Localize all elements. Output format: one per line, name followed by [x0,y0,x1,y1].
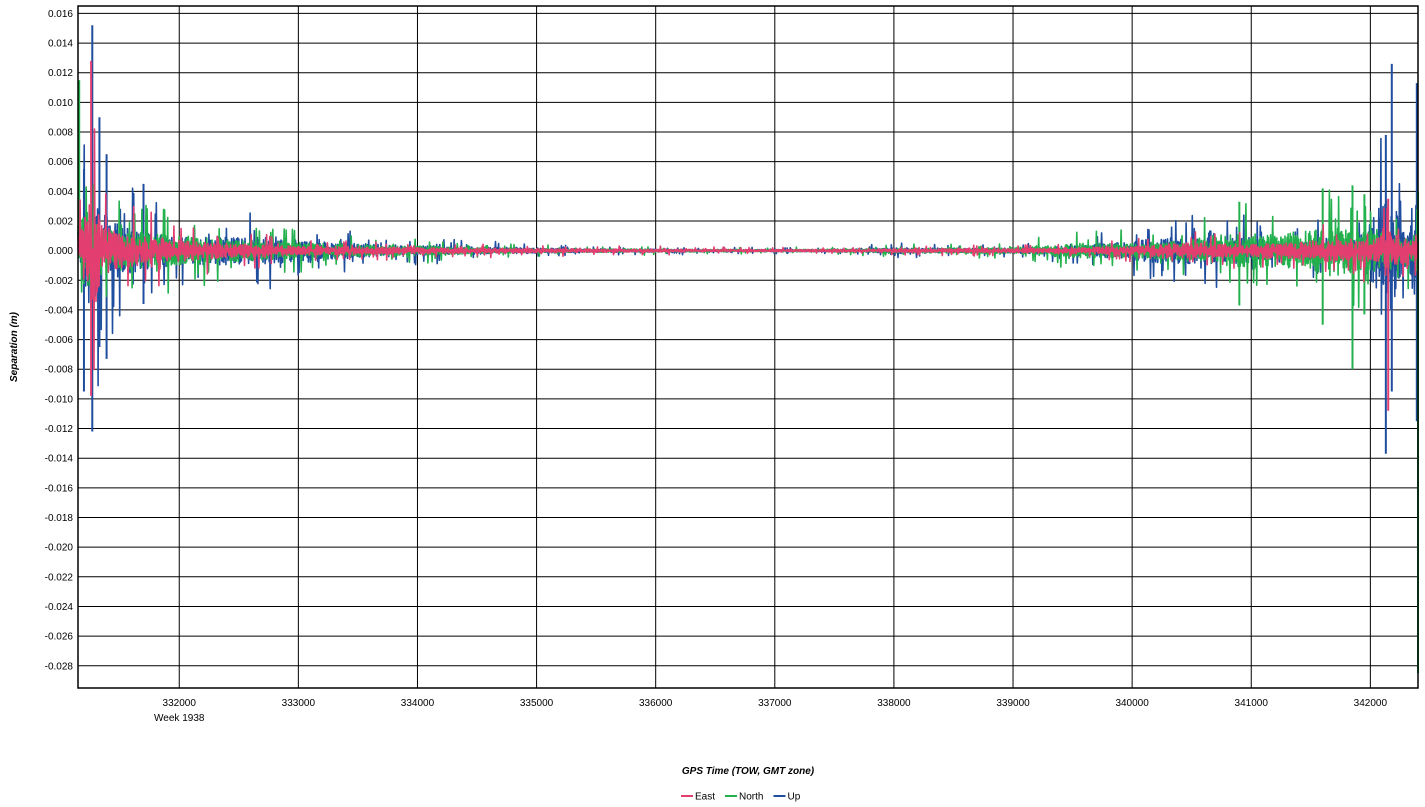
x-tick-label: 340000 [1115,698,1149,709]
y-tick-label: 0.000 [48,246,73,257]
y-tick-label: -0.002 [45,276,74,287]
y-tick-label: -0.006 [45,335,74,346]
legend-item-east: East [681,792,715,803]
series-trace [77,128,1419,371]
y-tick-label: -0.028 [45,661,74,672]
y-tick-label: 0.006 [48,157,73,168]
x-tick-label: 333000 [282,698,316,709]
y-tick-label: 0.016 [48,9,73,20]
y-tick-label: -0.010 [45,394,74,405]
x-tick-label: 336000 [639,698,673,709]
x-tick-label: 341000 [1235,698,1269,709]
x-axis-title: GPS Time (TOW, GMT zone) [682,766,815,777]
chart-grid [78,6,1418,688]
y-tick-label: 0.014 [48,39,73,50]
y-tick-label: 0.010 [48,98,73,109]
y-axis-title: Separation (m) [9,311,20,382]
series-north [77,80,1419,674]
y-tick-label: -0.016 [45,483,74,494]
x-tick-label: 338000 [877,698,911,709]
x-tick-label: 337000 [758,698,792,709]
y-tick-label: 0.008 [48,128,73,139]
chart-series [77,25,1419,674]
x-tick-label: 335000 [520,698,554,709]
y-tick-label: -0.022 [45,572,74,583]
y-axis-ticks: 0.016 0.014 0.012 0.010 0.008 0.006 0.004 0.002… [45,9,74,672]
x-tick-label: 342000 [1354,698,1388,709]
y-tick-label: 0.002 [48,216,73,227]
y-tick-label: -0.004 [45,305,74,316]
x-tick-label: 332000 [163,698,197,709]
y-tick-label: -0.024 [45,602,74,613]
plot-frame [77,5,1419,689]
x-axis-ticks: 332000 333000 334000 335000 336000 337000 3380… [163,698,1388,709]
chart-legend: East North Up [681,792,801,803]
y-tick-label: -0.018 [45,513,74,524]
legend-item-north: North [725,792,763,803]
legend-label: East [695,792,715,803]
legend-label: Up [787,792,800,803]
series-east [77,60,1419,411]
series-up [77,25,1419,454]
y-tick-label: -0.026 [45,632,74,643]
y-tick-label: -0.008 [45,365,74,376]
x-tick-label: 334000 [401,698,435,709]
y-tick-label: 0.012 [48,68,73,79]
x-axis-sublabel: Week 1938 [154,713,205,724]
legend-label: North [739,792,763,803]
series-trace [77,137,1419,387]
y-tick-label: -0.014 [45,454,74,465]
x-tick-label: 339000 [996,698,1030,709]
y-tick-label: -0.020 [45,543,74,554]
y-tick-label: 0.004 [48,187,73,198]
y-tick-label: -0.012 [45,424,74,435]
legend-item-up: Up [773,792,801,803]
